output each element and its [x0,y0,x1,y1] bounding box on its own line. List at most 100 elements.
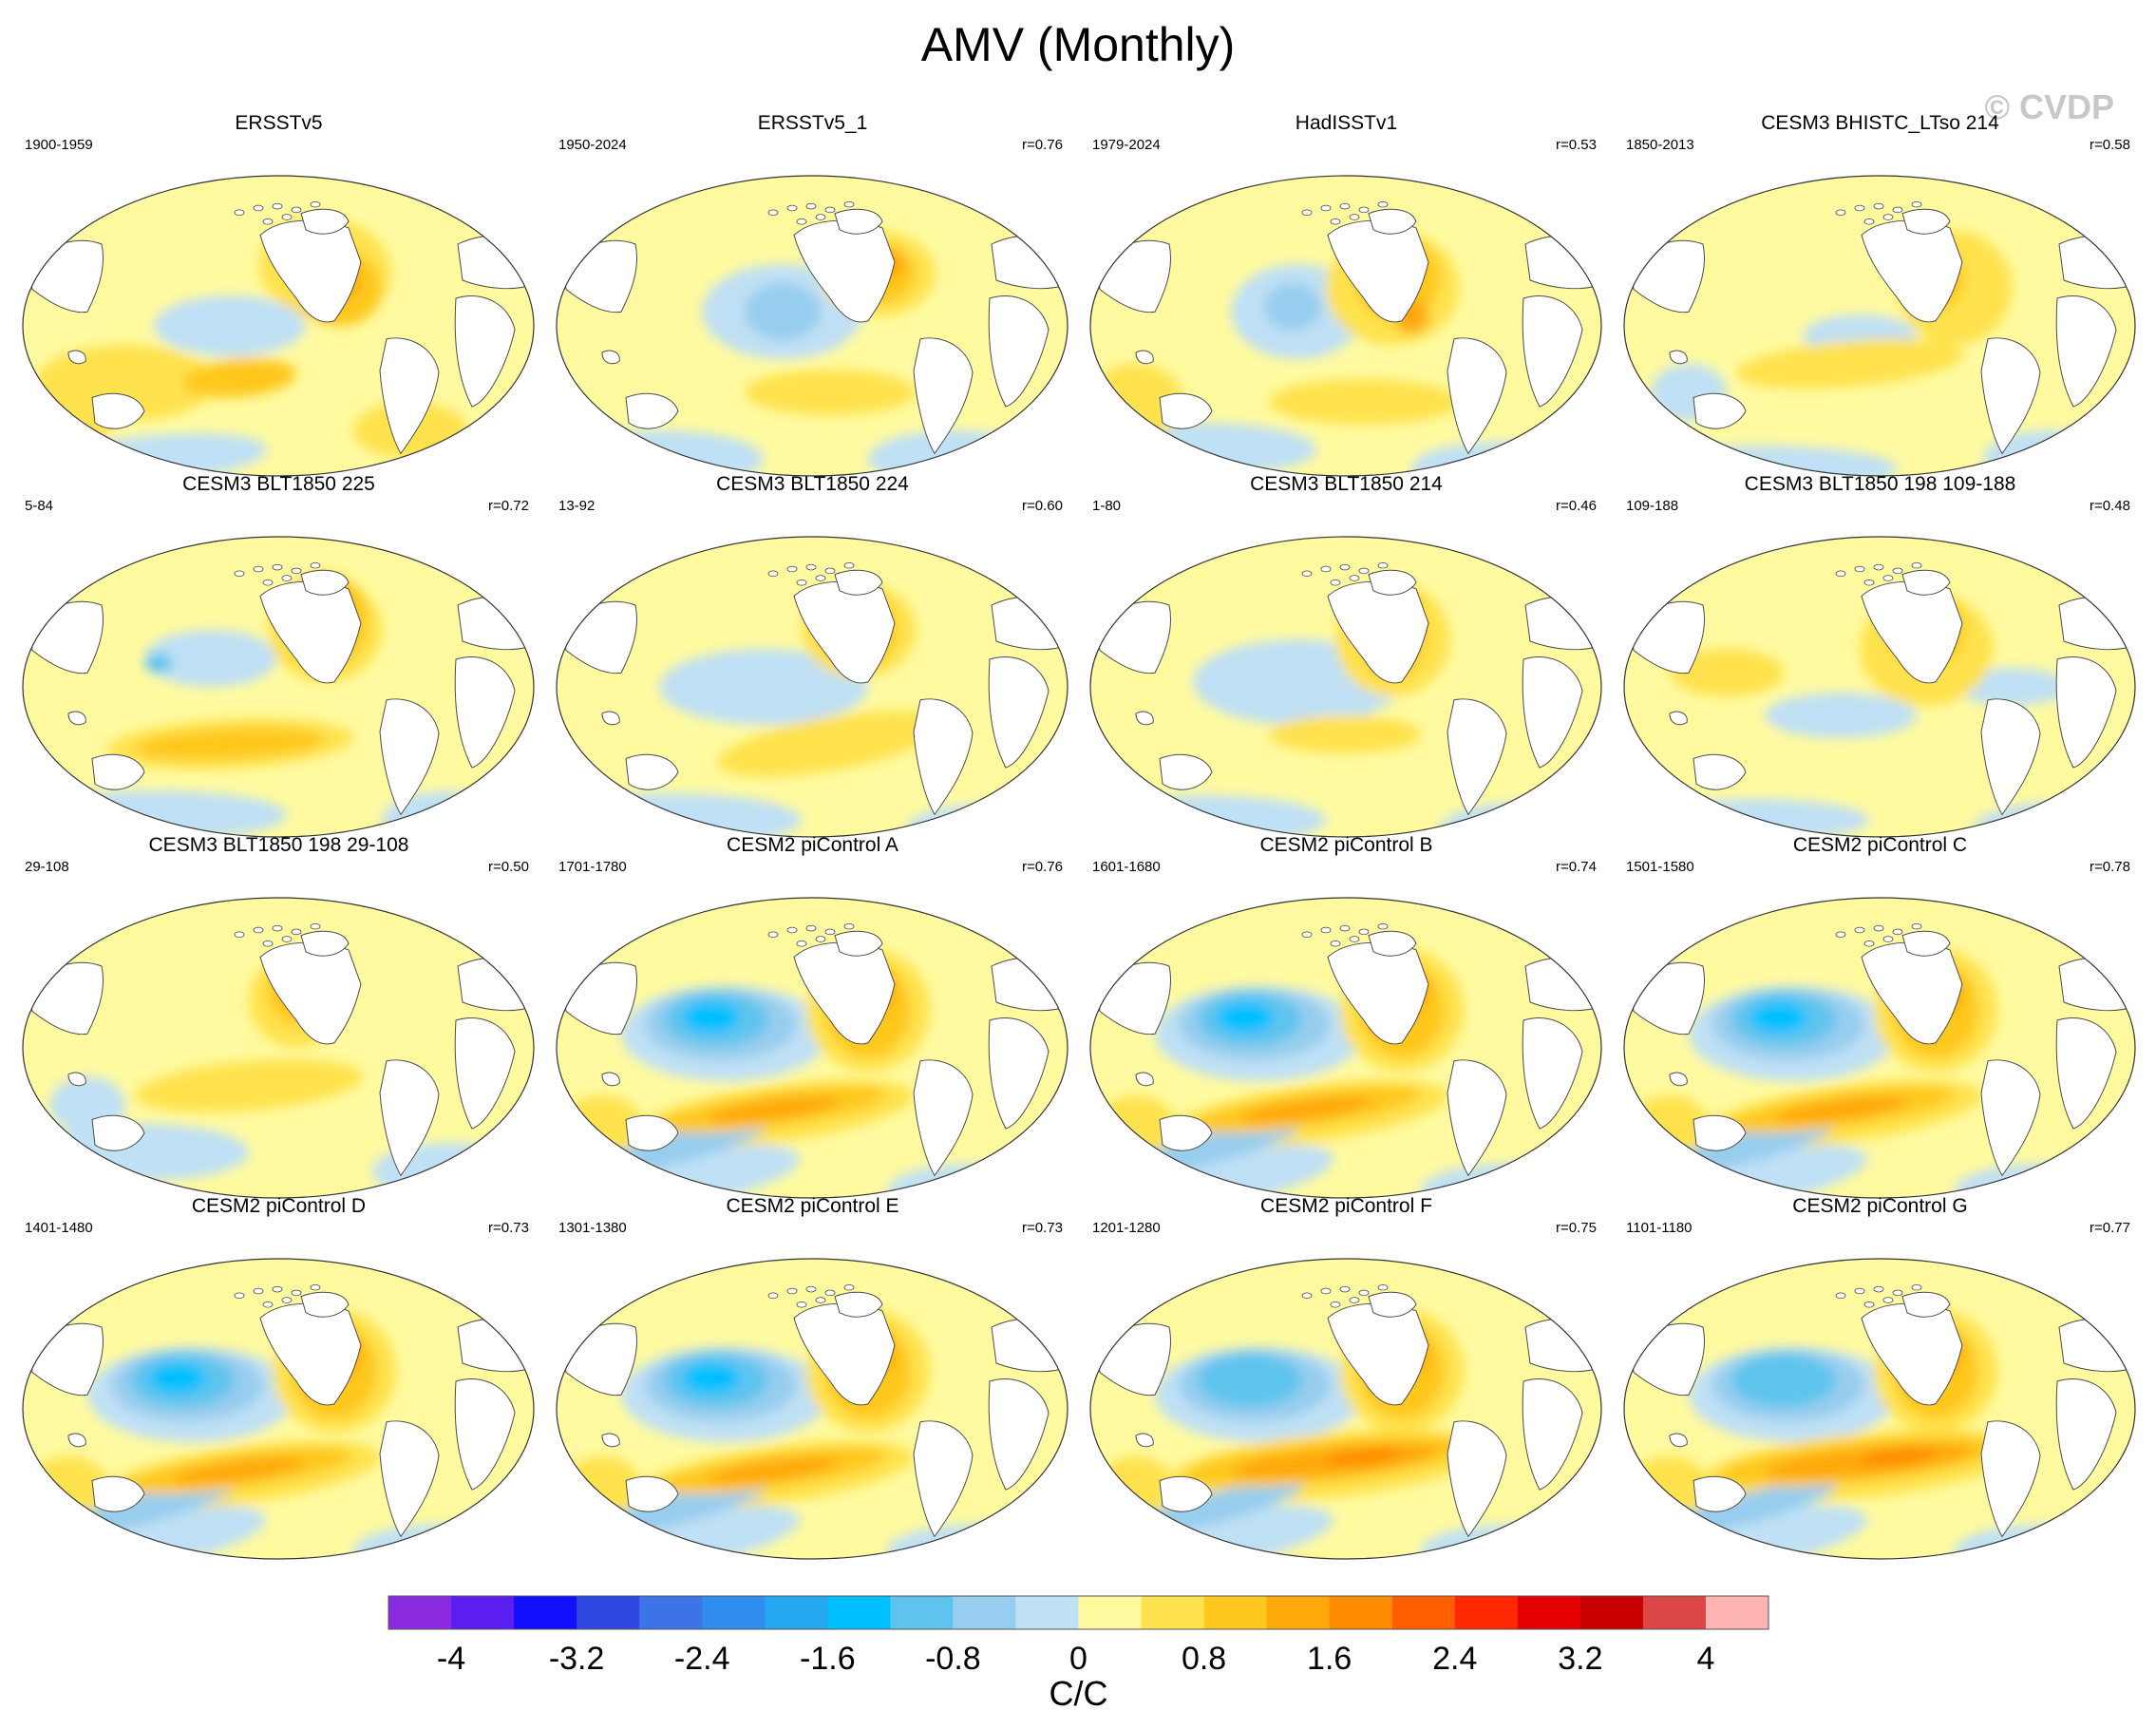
island [1339,924,1351,932]
land-mass [454,1378,516,1491]
anomaly-region [182,358,296,398]
anomaly-region [745,283,821,340]
land-mass [2058,957,2134,1012]
land-mass [1669,1072,1688,1087]
panel-title: CESM2 piControl G [1792,1195,1968,1217]
panel-title: CESM3 BLT1850 198 109-188 [1744,473,2016,495]
sst-pattern-map [1623,175,2136,477]
anomaly-region [1765,693,1917,738]
island [1873,202,1884,210]
anomaly-region [1670,649,1784,696]
map-boundary [556,897,1069,1199]
island [815,936,826,942]
island [796,218,807,225]
colorbar-frame [388,1595,1769,1630]
map-panel: CESM2 piControl A 1701-1780 r=0.76 [545,834,1080,1200]
colorbar-swatch [702,1596,766,1629]
land-mass [1669,350,1688,365]
island [310,561,321,569]
island [843,561,855,569]
land-mass [1447,1420,1507,1538]
colorbar-swatch [451,1596,515,1629]
map-panel: CESM3 BLT1850 198 29-108 29-108 r=0.50 [11,834,546,1200]
colorbar-tick-label: 4 [1696,1641,1714,1677]
sst-pattern-map [556,175,1069,477]
island [824,206,836,214]
island [1873,563,1884,571]
island [310,200,321,208]
island [1377,1283,1389,1291]
land-mass [300,1291,350,1318]
island [291,206,302,214]
anomaly-region [717,711,943,777]
island [815,214,826,220]
panel-years: 109-188 [1626,498,1679,514]
colorbar-swatch [1141,1596,1205,1629]
island [805,202,817,210]
map-panel: CESM3 BLT1850 214 1-80 r=0.46 [1079,473,1614,839]
map-boundary [22,175,535,477]
land-mass [1901,569,1951,596]
land-mass [91,753,145,790]
land-mass [1447,1059,1507,1177]
panel-title: ERSSTv5_1 [757,112,868,134]
island [1882,575,1894,581]
panel-title: CESM2 piControl F [1260,1195,1432,1217]
map-boundary [1623,897,2136,1199]
panel-years: 1850-2013 [1626,137,1694,153]
island [1320,204,1332,212]
island [1301,931,1313,938]
colorbar-swatch [1329,1596,1393,1629]
map-panel: ERSSTv5 1900-1959 [11,112,546,478]
panel-title: CESM2 piControl B [1259,834,1433,856]
panel-years: 1501-1580 [1626,859,1694,875]
island [234,1292,245,1299]
land-mass [379,337,440,455]
land-mass [67,350,86,365]
map-boundary [1089,897,1602,1199]
land-mass [1159,392,1213,429]
island [291,567,302,575]
anomaly-region [683,1002,740,1033]
island [1863,580,1875,586]
island [1320,565,1332,573]
island [767,570,779,577]
map-boundary [1089,175,1602,477]
colorbar-tick-label: -2.4 [674,1641,730,1677]
land-mass [1135,1072,1154,1087]
island [796,580,807,586]
island [272,1285,283,1293]
island [310,1283,321,1291]
pattern-correlation: r=0.50 [488,859,529,875]
colorbar-swatch [953,1596,1016,1629]
colorbar-swatch [388,1596,452,1629]
island [1320,926,1332,934]
map-boundary [22,897,535,1199]
colorbar-swatch [1517,1596,1581,1629]
island [1911,1283,1922,1291]
island [281,936,293,942]
land-mass [454,1017,516,1130]
colorbar-tick-label: 2.4 [1432,1641,1477,1677]
map-panel: HadISSTv1 1979-2024 r=0.53 [1079,112,1614,478]
anomaly-region [144,630,277,687]
land-mass [1901,930,1951,957]
island [1854,1287,1865,1295]
panel-title: CESM2 piControl C [1792,834,1968,856]
panel-years: 1900-1959 [25,137,93,153]
colorbar-tick-label: 0.8 [1182,1641,1226,1677]
land-mass [1368,930,1417,957]
pattern-correlation: r=0.76 [1022,137,1063,153]
island [262,940,274,947]
panel-years: 1301-1380 [558,1220,627,1236]
land-mass [1524,957,1600,1012]
island [1882,1297,1894,1303]
sst-pattern-map [1089,1258,1602,1560]
land-mass [913,1420,974,1538]
island [1863,940,1875,947]
land-mass [1368,1291,1417,1318]
island [1358,567,1370,575]
map-panel: CESM3 BHISTC_LTso 214 1850-2013 r=0.58 [1613,112,2147,478]
island [253,1287,264,1295]
island [281,575,293,581]
